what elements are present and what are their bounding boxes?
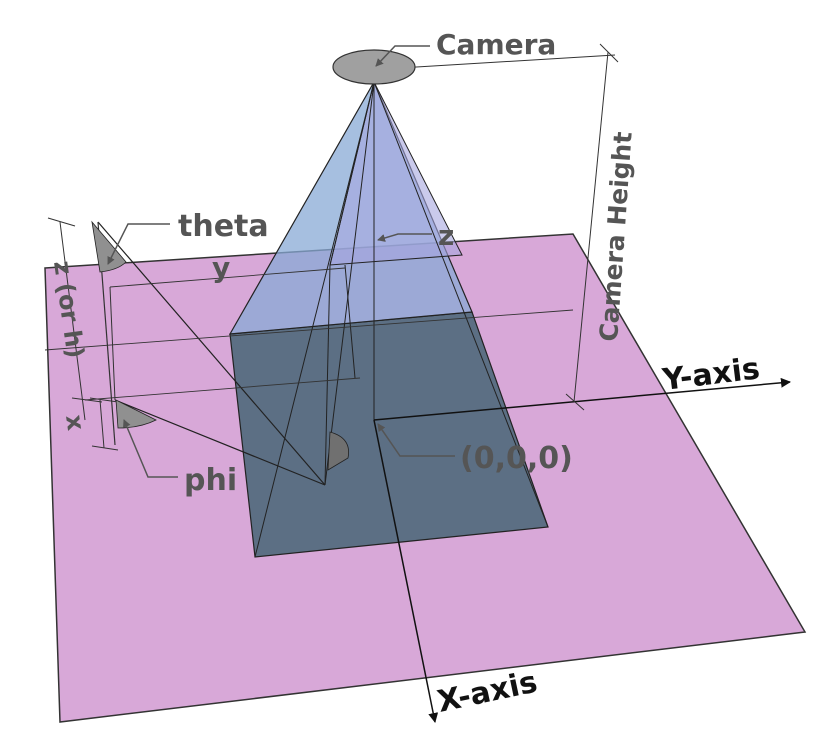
camera-ellipse (333, 50, 415, 84)
y-axis-label: Y-axis (660, 351, 762, 398)
phi-label: phi (184, 463, 237, 498)
y-label: y (212, 251, 230, 284)
z-label: z (438, 219, 454, 252)
camera-height-tick-top (600, 44, 618, 62)
theta-label: theta (178, 209, 269, 244)
camera-height-label: Camera Height (594, 131, 638, 343)
origin-label: (0,0,0) (460, 441, 573, 476)
camera-label: Camera (436, 28, 556, 61)
zh-tick-top (48, 218, 75, 226)
